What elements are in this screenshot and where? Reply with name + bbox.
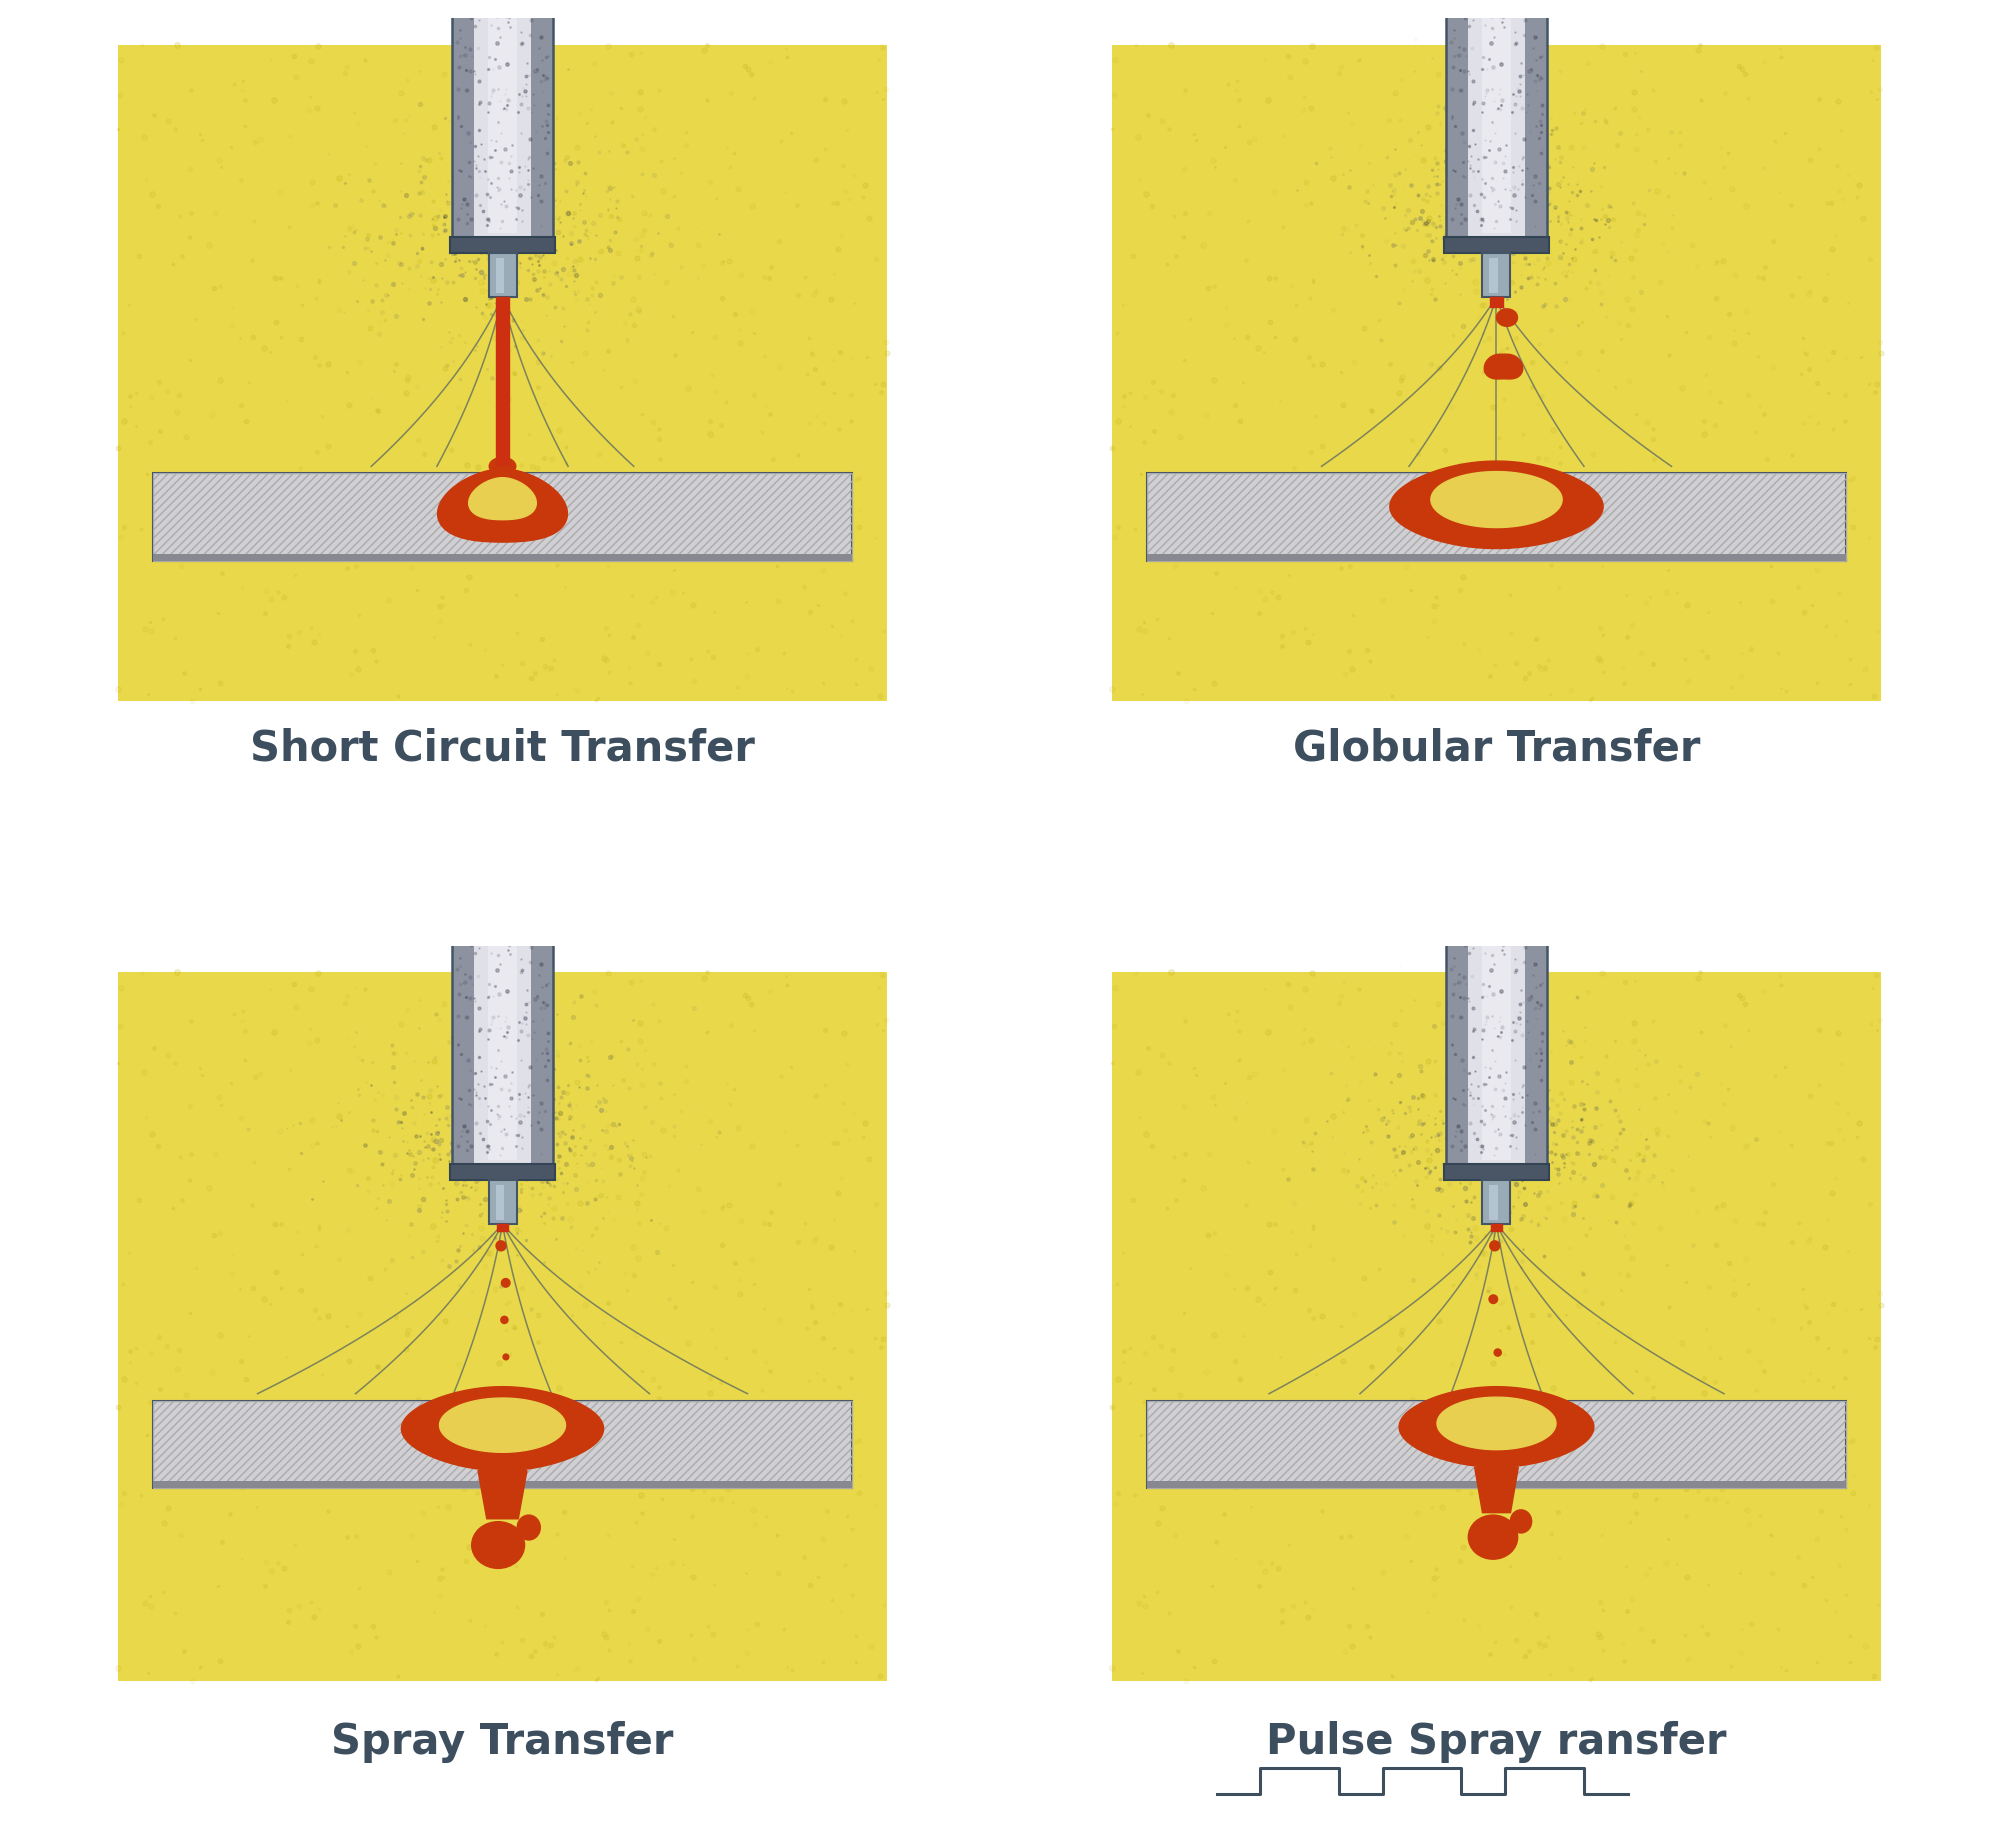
Bar (1445, 920, 1546, 1164)
Polygon shape (440, 1398, 565, 1453)
Bar (1147, 473, 1846, 480)
Polygon shape (1483, 355, 1522, 379)
Bar (452, 920, 474, 1164)
Bar (152, 473, 851, 480)
Bar (1483, 1181, 1510, 1225)
Text: Pulse Spray ransfer: Pulse Spray ransfer (1265, 1721, 1726, 1764)
Bar (450, 237, 555, 252)
Polygon shape (402, 1387, 603, 1471)
Bar (488, 940, 515, 1160)
Bar (1483, 252, 1510, 296)
Bar (1445, 0, 1469, 237)
Polygon shape (468, 478, 535, 520)
Bar (496, 1186, 503, 1221)
Circle shape (1493, 1348, 1500, 1357)
Polygon shape (1431, 471, 1560, 528)
Bar (1524, 0, 1546, 237)
Circle shape (496, 1239, 505, 1252)
Bar (1445, 0, 1546, 237)
Polygon shape (1475, 1468, 1518, 1513)
Bar (452, 920, 553, 1164)
Bar (1147, 1480, 1846, 1488)
Bar (152, 473, 851, 561)
Circle shape (501, 1354, 509, 1361)
Bar (1445, 0, 1546, 237)
Bar (118, 973, 887, 1681)
Bar (1147, 1401, 1846, 1488)
Bar (152, 1401, 851, 1488)
Circle shape (500, 1315, 507, 1324)
Polygon shape (1437, 1398, 1554, 1449)
Bar (452, 0, 553, 237)
Ellipse shape (472, 1521, 525, 1569)
Bar (1147, 1401, 1846, 1407)
Bar (152, 1401, 851, 1407)
Bar (529, 0, 553, 237)
Bar (452, 0, 474, 237)
Text: Spray Transfer: Spray Transfer (332, 1721, 673, 1764)
Bar (452, 0, 553, 237)
Ellipse shape (1467, 1513, 1518, 1559)
Bar (1443, 1164, 1548, 1181)
Bar (488, 1181, 515, 1225)
Text: Short Circuit Transfer: Short Circuit Transfer (250, 728, 755, 771)
Ellipse shape (488, 456, 515, 476)
Bar (1147, 473, 1846, 561)
Bar (1489, 257, 1497, 292)
Bar (496, 257, 503, 292)
Bar (1111, 973, 1880, 1681)
Circle shape (500, 1278, 509, 1287)
Circle shape (1489, 1295, 1498, 1304)
Bar (1147, 473, 1846, 561)
Bar (488, 252, 515, 296)
Bar (152, 1401, 851, 1488)
Bar (152, 473, 851, 561)
Bar (1483, 940, 1510, 1160)
Bar (1489, 1186, 1497, 1221)
Ellipse shape (1508, 1510, 1532, 1534)
Polygon shape (438, 469, 567, 543)
Bar (450, 1164, 555, 1181)
Bar (1111, 44, 1880, 701)
Polygon shape (478, 1471, 527, 1519)
Polygon shape (1497, 309, 1516, 326)
Text: Globular Transfer: Globular Transfer (1293, 728, 1700, 771)
Bar (529, 920, 553, 1164)
Bar (1443, 237, 1548, 252)
Bar (1445, 920, 1546, 1164)
Bar (1483, 13, 1510, 234)
Ellipse shape (515, 1513, 541, 1541)
Bar (488, 13, 515, 234)
Bar (152, 1480, 851, 1488)
Polygon shape (1389, 462, 1602, 548)
Circle shape (1489, 1239, 1500, 1252)
Bar (1147, 1401, 1846, 1488)
Bar (118, 44, 887, 701)
Bar (1445, 920, 1469, 1164)
Bar (152, 554, 851, 561)
Bar (1147, 554, 1846, 561)
Polygon shape (1399, 1387, 1592, 1468)
Bar (1524, 920, 1546, 1164)
Bar (452, 920, 553, 1164)
